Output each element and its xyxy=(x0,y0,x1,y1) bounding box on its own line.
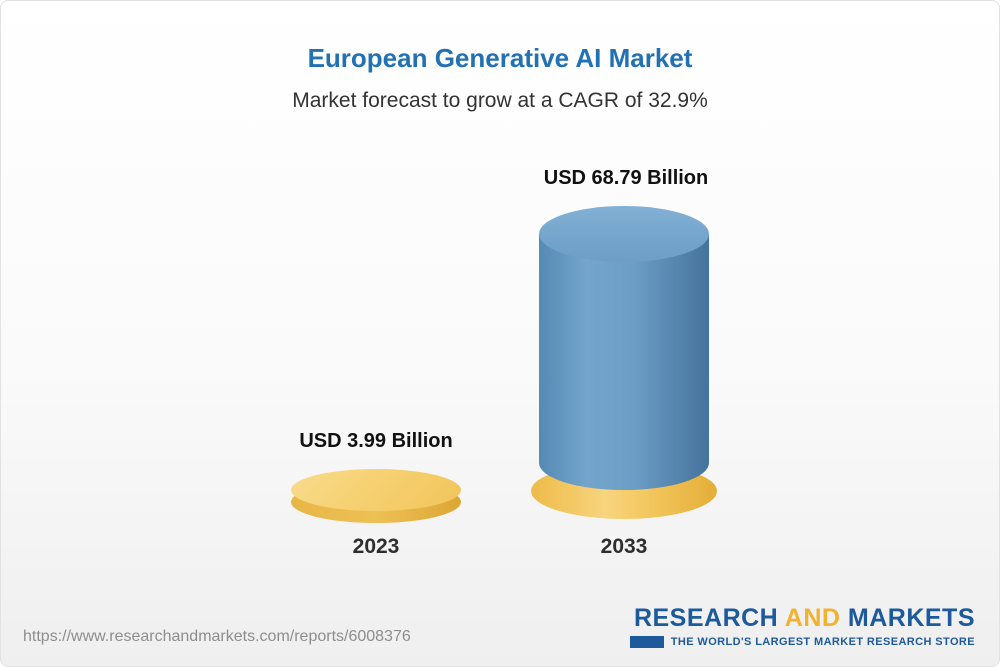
x-axis-label-2033: 2033 xyxy=(600,535,648,558)
logo-tagline-row: THE WORLD'S LARGEST MARKET RESEARCH STOR… xyxy=(630,636,975,648)
research-and-markets-logo: RESEARCH AND MARKETS THE WORLD'S LARGEST… xyxy=(630,604,975,648)
logo-tagline: THE WORLD'S LARGEST MARKET RESEARCH STOR… xyxy=(670,636,975,648)
logo-tagline-bar xyxy=(630,636,664,648)
value-label-2023: USD 3.99 Billion xyxy=(299,430,453,452)
bar-2033-cylinder-top xyxy=(539,206,709,262)
logo-word-research: RESEARCH xyxy=(633,604,785,632)
value-label-2033: USD 68.79 Billion xyxy=(543,167,709,189)
bar-2033-cylinder-body xyxy=(539,234,709,490)
chart-title: European Generative AI Market xyxy=(307,43,693,73)
bar-2023-disc-top xyxy=(291,469,461,511)
logo-wordmark: RESEARCH AND MARKETS xyxy=(630,604,975,633)
logo-word-and: AND xyxy=(784,604,841,632)
report-url: https://www.researchandmarkets.com/repor… xyxy=(23,628,411,645)
chart-subtitle: Market forecast to grow at a CAGR of 32.… xyxy=(292,89,708,112)
logo-word-markets: MARKETS xyxy=(840,604,975,632)
x-axis-label-2023: 2023 xyxy=(352,535,400,558)
